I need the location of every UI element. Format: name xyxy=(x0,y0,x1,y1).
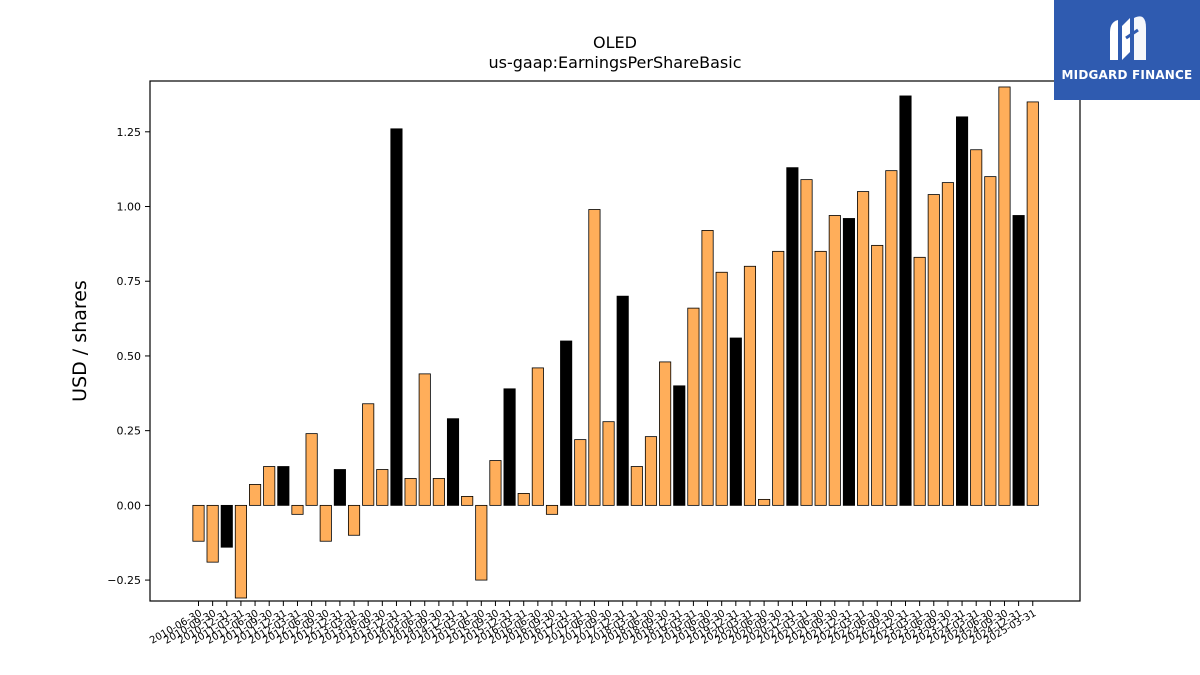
bar-2022-03-31 xyxy=(857,191,870,506)
plot-frame xyxy=(149,80,1081,602)
bar-2023-03-31 xyxy=(913,256,926,506)
y-tick-label: 0.00 xyxy=(117,499,142,512)
bar-2025-03-31 xyxy=(1026,101,1039,506)
bar-2012-09-30 xyxy=(319,504,332,542)
bar-2019-09-30 xyxy=(715,271,728,506)
y-tick-label: −0.25 xyxy=(107,574,141,587)
bar-2014-03-31 xyxy=(404,478,417,506)
y-tick-label: 1.25 xyxy=(117,126,142,139)
bar-2020-03-31 xyxy=(743,265,757,506)
bar-2017-09-30 xyxy=(602,421,615,506)
bar-2016-12-31 xyxy=(560,340,573,506)
bar-2024-09-30 xyxy=(998,86,1011,506)
bar-2023-12-31 xyxy=(956,116,969,506)
bar-2014-06-30 xyxy=(418,373,431,506)
bar-2012-06-30 xyxy=(305,433,318,506)
bar-2020-12-31 xyxy=(786,167,799,506)
bar-2013-09-30 xyxy=(376,469,389,506)
bar-2022-12-31 xyxy=(899,95,912,506)
bar-2024-06-30 xyxy=(984,176,997,506)
bar-2011-03-31 xyxy=(234,504,247,599)
bar-2014-09-30 xyxy=(432,478,445,506)
y-axis-label: USD / shares xyxy=(69,280,91,402)
bar-2021-06-30 xyxy=(814,250,827,506)
midgard-logo-icon xyxy=(1110,16,1146,60)
bar-2024-03-31 xyxy=(970,149,983,506)
bar-2010-09-30 xyxy=(206,504,219,563)
bar-2023-09-30 xyxy=(941,182,954,506)
bar-2010-06-30 xyxy=(192,504,205,542)
bar-2015-03-31 xyxy=(461,495,474,506)
bar-2016-03-31 xyxy=(517,493,530,506)
bar-2022-06-30 xyxy=(871,244,884,506)
bar-2018-03-31 xyxy=(630,466,643,506)
bar-2021-12-31 xyxy=(842,218,855,506)
chart-title: OLED xyxy=(593,33,637,52)
bar-2017-03-31 xyxy=(574,439,587,506)
bar-2013-12-31 xyxy=(390,128,403,506)
bar-2024-12-31 xyxy=(1012,215,1025,506)
bar-2019-03-31 xyxy=(687,307,700,506)
bar-2019-06-30 xyxy=(701,230,714,506)
bar-2012-12-31 xyxy=(333,469,346,506)
y-tick-label: 0.75 xyxy=(117,275,142,288)
bar-2018-06-30 xyxy=(644,436,658,506)
bar-2018-12-31 xyxy=(673,385,686,506)
y-tick-label: 0.25 xyxy=(117,425,142,438)
bar-2014-12-31 xyxy=(446,418,460,506)
bar-2016-09-30 xyxy=(545,504,559,515)
bar-2015-12-31 xyxy=(503,388,516,506)
bar-2010-12-31 xyxy=(220,504,233,548)
brand-name: MIDGARD FINANCE xyxy=(1061,68,1193,82)
bar-2023-06-30 xyxy=(927,194,940,506)
bar-2011-12-31 xyxy=(277,466,290,506)
bar-2021-09-30 xyxy=(828,215,841,506)
brand-logo: MIDGARD FINANCE xyxy=(1054,0,1200,100)
bar-2013-06-30 xyxy=(362,403,375,506)
x-ticks-group: 2010-06-302010-09-302010-12-312011-03-31… xyxy=(148,601,1038,647)
bar-2011-06-30 xyxy=(249,484,262,506)
bar-2021-03-31 xyxy=(800,179,813,506)
bar-2018-09-30 xyxy=(659,361,672,506)
y-tick-label: 1.00 xyxy=(117,201,142,214)
bar-2020-09-30 xyxy=(772,250,785,506)
chart-subtitle: us-gaap:EarningsPerShareBasic xyxy=(488,53,741,72)
bar-2015-06-30 xyxy=(475,504,488,581)
bar-2017-06-30 xyxy=(588,209,601,506)
bar-2016-06-30 xyxy=(531,367,544,506)
bar-2019-12-31 xyxy=(729,337,742,506)
y-ticks-group: −0.25 0.00 0.25 0.50 0.75 1.00 1.25 xyxy=(107,126,150,587)
bar-2020-06-30 xyxy=(758,498,771,506)
bar-2022-09-30 xyxy=(885,170,898,506)
bar-2013-03-31 xyxy=(347,504,361,536)
bar-2015-09-30 xyxy=(489,460,502,506)
bar-2017-12-31 xyxy=(616,295,629,506)
bar-2011-09-30 xyxy=(263,466,276,506)
bars-group xyxy=(192,86,1039,599)
bar-2012-03-31 xyxy=(291,504,304,515)
y-tick-label: 0.50 xyxy=(117,350,142,363)
